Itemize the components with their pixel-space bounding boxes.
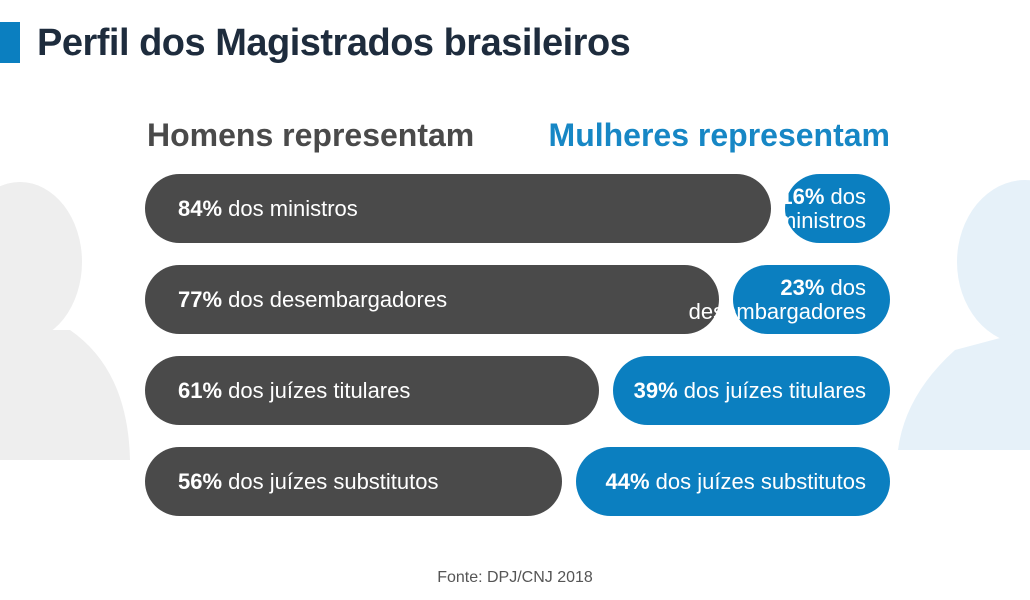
female-silhouette-head <box>957 180 1030 344</box>
men-label: dos juízes substitutos <box>228 468 439 494</box>
men-percent: 56% <box>178 468 223 494</box>
men-bar: 84% dos ministros <box>145 174 771 243</box>
women-bar: 39% dos juízes titulares <box>613 356 890 425</box>
men-percent: 61% <box>178 377 223 403</box>
women-header: Mulheres representam <box>548 117 890 153</box>
page-title: Perfil dos Magistrados brasileiros <box>37 22 631 64</box>
male-silhouette-head <box>0 182 82 342</box>
men-percent: 77% <box>178 286 223 312</box>
women-label: dos juízes substitutos <box>655 468 866 494</box>
source-note: Fonte: DPJ/CNJ 2018 <box>437 569 593 586</box>
men-bar: 77% dos desembargadores <box>145 265 719 334</box>
men-label: dos juízes titulares <box>228 377 411 403</box>
women-label: dos <box>830 183 866 209</box>
women-percent: 23% <box>780 274 825 300</box>
title-accent-bar <box>0 22 20 63</box>
men-label: dos ministros <box>228 195 358 221</box>
women-bar: 16% dos ministros <box>778 174 890 243</box>
men-header: Homens representam <box>147 117 475 153</box>
male-silhouette-body <box>0 330 130 460</box>
men-percent: 84% <box>178 195 223 221</box>
women-label: dos <box>830 274 866 300</box>
women-label-line2: desembargadores <box>688 298 866 324</box>
women-percent: 16% <box>780 183 825 209</box>
women-label: dos juízes titulares <box>683 377 866 403</box>
women-bar: 23% dos desembargadores <box>689 265 890 334</box>
women-percent: 39% <box>633 377 678 403</box>
women-label-line2: ministros <box>777 207 866 233</box>
female-silhouette-body <box>898 330 1030 450</box>
men-bar: 61% dos juízes titulares <box>145 356 599 425</box>
women-percent: 44% <box>605 468 650 494</box>
men-label: dos desembargadores <box>228 286 448 312</box>
men-bar: 56% dos juízes substitutos <box>145 447 562 516</box>
women-bar: 44% dos juízes substitutos <box>576 447 890 516</box>
